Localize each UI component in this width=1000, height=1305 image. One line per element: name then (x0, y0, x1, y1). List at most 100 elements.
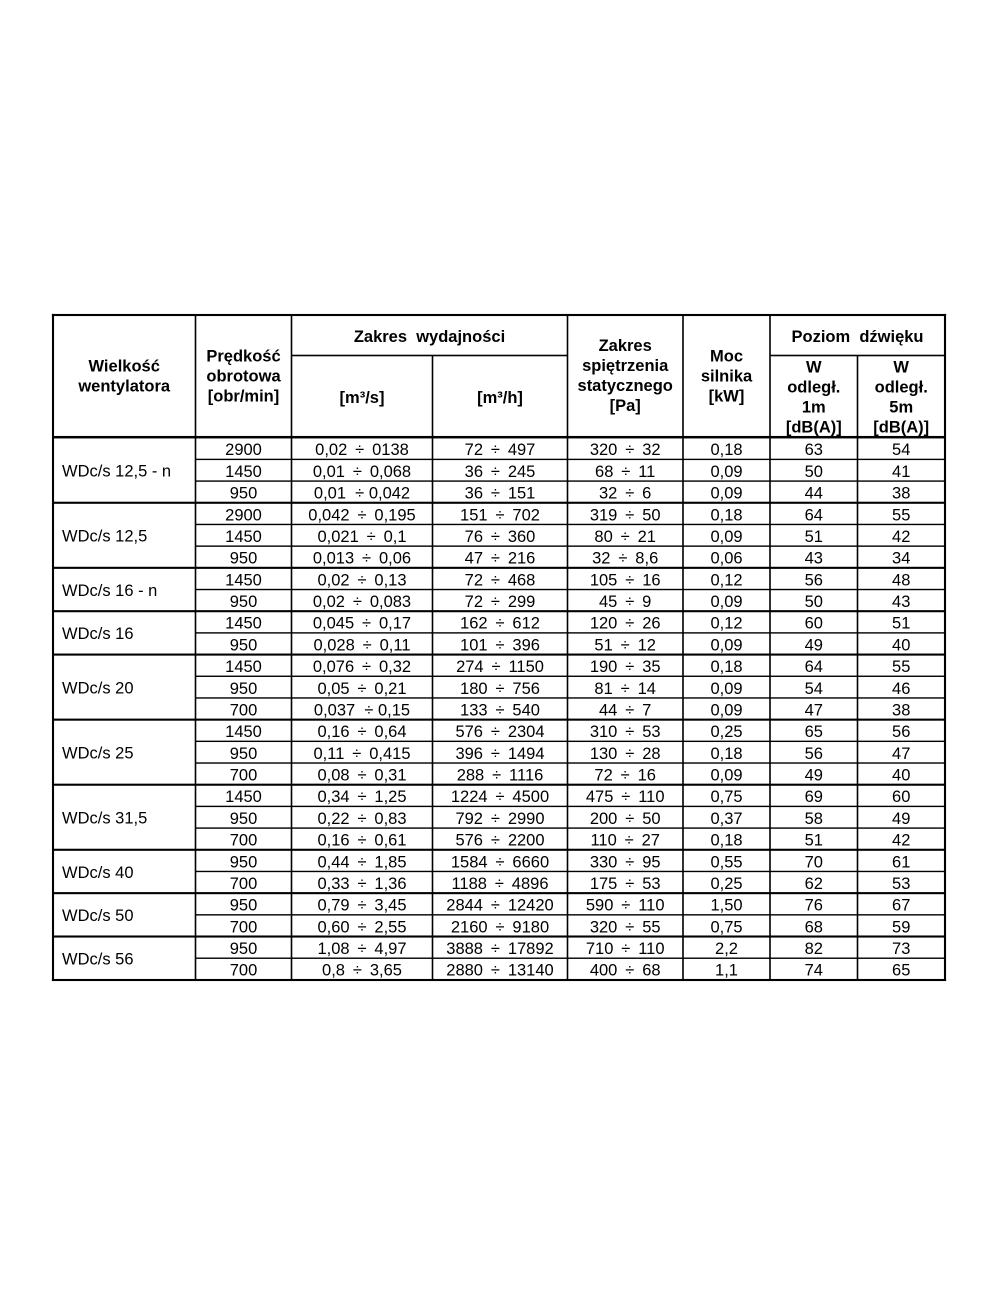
svg-text:54: 54 (805, 680, 823, 698)
svg-text:Wielkość: Wielkość (89, 358, 160, 376)
svg-text:W: W (893, 358, 909, 376)
svg-text:53: 53 (892, 875, 910, 893)
svg-text:1450: 1450 (225, 658, 262, 676)
svg-text:WDc/s 25: WDc/s 25 (62, 745, 134, 763)
svg-text:0,037 ÷ 0,15: 0,037 ÷ 0,15 (314, 702, 410, 720)
svg-text:WDc/s 16: WDc/s 16 (62, 625, 134, 643)
svg-text:silnika: silnika (701, 368, 753, 386)
svg-text:330 ÷ 95: 330 ÷ 95 (590, 853, 661, 871)
svg-text:[dB(A)]: [dB(A)] (873, 418, 929, 436)
svg-text:700: 700 (230, 875, 258, 893)
svg-text:55: 55 (892, 658, 910, 676)
svg-text:0,021 ÷ 0,1: 0,021 ÷ 0,1 (317, 528, 406, 546)
svg-text:950: 950 (230, 853, 258, 871)
svg-text:2900: 2900 (225, 506, 262, 524)
svg-text:190 ÷ 35: 190 ÷ 35 (590, 658, 661, 676)
svg-text:82: 82 (805, 940, 823, 958)
svg-text:274 ÷ 1150: 274 ÷ 1150 (456, 658, 544, 676)
svg-text:1,1: 1,1 (715, 962, 738, 980)
svg-text:WDc/s 20: WDc/s 20 (62, 679, 134, 697)
svg-text:65: 65 (892, 962, 910, 980)
svg-text:Moc: Moc (710, 348, 743, 366)
svg-text:101 ÷ 396: 101 ÷ 396 (460, 636, 540, 654)
svg-text:80 ÷ 21: 80 ÷ 21 (594, 528, 656, 546)
svg-text:0,08 ÷ 0,31: 0,08 ÷ 0,31 (317, 767, 406, 785)
svg-text:0,12: 0,12 (710, 571, 742, 589)
svg-text:44 ÷ 7: 44 ÷ 7 (599, 702, 651, 720)
svg-text:58: 58 (805, 810, 823, 828)
svg-text:2900: 2900 (225, 441, 262, 459)
svg-text:110 ÷ 27: 110 ÷ 27 (590, 832, 660, 850)
svg-text:WDc/s 40: WDc/s 40 (62, 864, 134, 882)
svg-text:41: 41 (892, 463, 910, 481)
svg-text:76: 76 (805, 897, 823, 915)
svg-text:42: 42 (892, 832, 910, 850)
svg-text:120 ÷ 26: 120 ÷ 26 (590, 615, 661, 633)
svg-text:0,09: 0,09 (710, 528, 742, 546)
svg-text:1,50: 1,50 (710, 897, 742, 915)
svg-text:175 ÷ 53: 175 ÷ 53 (590, 875, 661, 893)
svg-text:700: 700 (230, 702, 258, 720)
svg-text:43: 43 (892, 593, 910, 611)
svg-text:Poziom dźwięku: Poziom dźwięku (791, 328, 923, 346)
svg-text:1450: 1450 (225, 723, 262, 741)
svg-text:0,25: 0,25 (710, 875, 742, 893)
svg-text:576 ÷ 2304: 576 ÷ 2304 (455, 723, 544, 741)
svg-text:0,22 ÷ 0,83: 0,22 ÷ 0,83 (317, 810, 406, 828)
svg-text:W: W (806, 358, 822, 376)
svg-text:36 ÷ 245: 36 ÷ 245 (465, 463, 536, 481)
svg-text:1m: 1m (802, 398, 826, 416)
svg-text:2,2: 2,2 (715, 940, 738, 958)
svg-text:792 ÷ 2990: 792 ÷ 2990 (455, 810, 544, 828)
svg-text:54: 54 (892, 441, 910, 459)
svg-text:950: 950 (230, 897, 258, 915)
svg-text:Prędkość: Prędkość (206, 348, 280, 366)
svg-text:50: 50 (805, 593, 823, 611)
svg-text:67: 67 (892, 897, 910, 915)
svg-text:81 ÷ 14: 81 ÷ 14 (594, 680, 656, 698)
svg-text:60: 60 (805, 615, 823, 633)
svg-text:0,028 ÷ 0,11: 0,028 ÷ 0,11 (313, 636, 410, 654)
svg-text:64: 64 (805, 658, 823, 676)
svg-text:180 ÷ 756: 180 ÷ 756 (460, 680, 540, 698)
svg-text:51: 51 (805, 832, 823, 850)
svg-text:0,60 ÷ 2,55: 0,60 ÷ 2,55 (317, 918, 406, 936)
svg-text:spiętrzenia: spiętrzenia (582, 357, 669, 375)
svg-text:36 ÷ 151: 36 ÷ 151 (465, 485, 536, 503)
svg-text:950: 950 (230, 636, 258, 654)
svg-text:320 ÷ 32: 320 ÷ 32 (590, 441, 661, 459)
svg-text:[m³/h]: [m³/h] (477, 389, 523, 407)
svg-text:133 ÷ 540: 133 ÷ 540 (460, 702, 540, 720)
svg-text:0,045 ÷ 0,17: 0,045 ÷ 0,17 (313, 615, 411, 633)
svg-text:105 ÷ 16: 105 ÷ 16 (590, 571, 661, 589)
svg-text:47 ÷ 216: 47 ÷ 216 (465, 550, 536, 568)
svg-text:0,37: 0,37 (710, 810, 742, 828)
svg-text:1,08 ÷ 4,97: 1,08 ÷ 4,97 (317, 940, 406, 958)
svg-text:0,18: 0,18 (710, 441, 742, 459)
svg-text:68 ÷ 11: 68 ÷ 11 (595, 463, 655, 481)
svg-text:69: 69 (805, 788, 823, 806)
svg-text:43: 43 (805, 550, 823, 568)
svg-text:950: 950 (230, 810, 258, 828)
svg-text:320 ÷ 55: 320 ÷ 55 (590, 918, 661, 936)
svg-text:475 ÷ 110: 475 ÷ 110 (586, 788, 665, 806)
svg-text:1584 ÷ 6660: 1584 ÷ 6660 (451, 853, 549, 871)
svg-text:0,79 ÷ 3,45: 0,79 ÷ 3,45 (317, 897, 406, 915)
svg-text:73: 73 (892, 940, 910, 958)
svg-text:WDc/s 50: WDc/s 50 (62, 907, 134, 925)
svg-text:950: 950 (230, 680, 258, 698)
svg-text:0,06: 0,06 (710, 550, 742, 568)
svg-text:62: 62 (805, 875, 823, 893)
svg-text:WDc/s 56: WDc/s 56 (62, 951, 134, 969)
svg-text:70: 70 (805, 853, 823, 871)
svg-text:576 ÷ 2200: 576 ÷ 2200 (455, 832, 544, 850)
svg-text:950: 950 (230, 550, 258, 568)
svg-text:0,02 ÷ 0,083: 0,02 ÷ 0,083 (313, 593, 411, 611)
svg-text:162 ÷ 612: 162 ÷ 612 (460, 615, 540, 633)
svg-text:1224 ÷ 4500: 1224 ÷ 4500 (451, 788, 549, 806)
svg-text:[Pa]: [Pa] (610, 397, 641, 415)
svg-text:950: 950 (230, 593, 258, 611)
svg-text:[kW]: [kW] (709, 388, 745, 406)
svg-text:0,05 ÷ 0,21: 0,05 ÷ 0,21 (317, 680, 406, 698)
svg-text:45 ÷ 9: 45 ÷ 9 (599, 593, 651, 611)
